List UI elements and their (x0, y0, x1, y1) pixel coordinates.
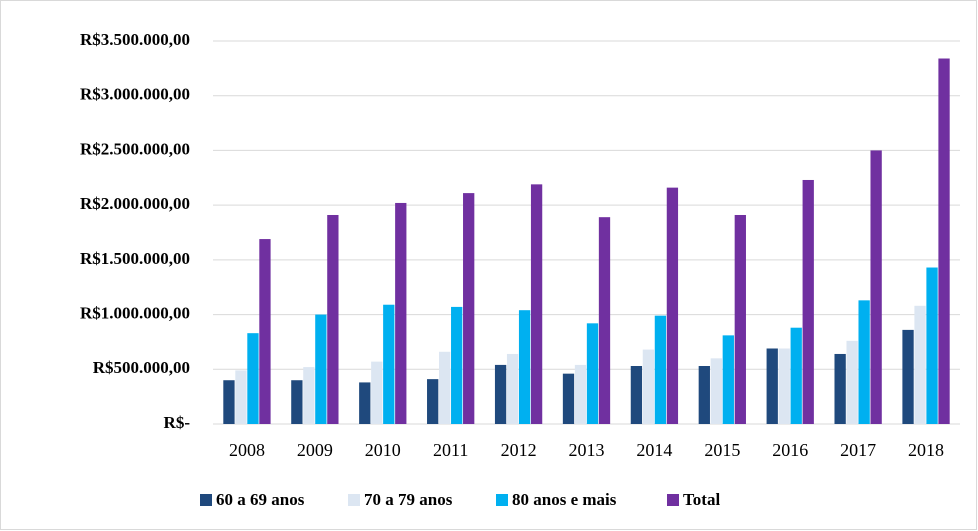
bar (327, 214, 339, 424)
y-tick-label: R$3.500.000,00 (80, 30, 190, 49)
bar (530, 184, 543, 424)
bar (506, 353, 519, 424)
bar (451, 306, 463, 424)
x-tick-label: 2018 (908, 440, 944, 460)
bar (870, 150, 882, 424)
bar (427, 379, 439, 424)
legend-swatch (200, 494, 212, 506)
bar (734, 214, 746, 424)
legend-swatch (496, 494, 508, 506)
legend-label: 60 a 69 anos (216, 490, 305, 509)
bar (698, 366, 710, 424)
bar (463, 193, 475, 424)
bar (247, 333, 259, 424)
bar (371, 361, 383, 424)
bar (778, 348, 790, 424)
x-tick-label: 2014 (636, 440, 672, 460)
x-tick-label: 2008 (229, 440, 265, 460)
x-tick-label: 2013 (569, 440, 605, 460)
bar (359, 382, 371, 424)
bar (562, 373, 575, 424)
bar (439, 351, 451, 424)
bar (630, 366, 643, 424)
x-tick-label: 2011 (433, 440, 468, 460)
bar (223, 380, 235, 424)
bar (494, 364, 507, 424)
bar (598, 217, 611, 424)
y-tick-label: R$- (164, 413, 191, 432)
bar (303, 367, 315, 424)
x-tick-label: 2009 (297, 440, 333, 460)
legend-swatch (667, 494, 679, 506)
y-tick-label: R$2.000.000,00 (80, 194, 190, 213)
y-tick-label: R$1.500.000,00 (80, 249, 190, 268)
x-tick-label: 2016 (772, 440, 808, 460)
bar (902, 329, 914, 424)
bar (518, 310, 531, 424)
bar (834, 353, 846, 424)
x-tick-label: 2015 (704, 440, 740, 460)
bar (722, 335, 734, 424)
bar (926, 267, 938, 424)
bar (574, 364, 587, 424)
bar (938, 58, 950, 424)
bar (395, 202, 407, 424)
bar (383, 304, 395, 424)
bar (846, 340, 858, 424)
bar (259, 239, 271, 424)
x-tick-label: 2012 (501, 440, 537, 460)
legend-label: 70 a 79 anos (364, 490, 453, 509)
bar (586, 323, 599, 424)
legend-label: 80 anos e mais (512, 490, 617, 509)
bar (654, 315, 667, 424)
legend-swatch (348, 494, 360, 506)
bar (666, 187, 679, 424)
x-tick-label: 2010 (365, 440, 401, 460)
bar (914, 305, 926, 424)
bar (291, 380, 303, 424)
bar (642, 349, 655, 424)
y-tick-label: R$3.000.000,00 (80, 85, 190, 104)
y-tick-label: R$2.500.000,00 (80, 139, 190, 158)
y-tick-label: R$1.000.000,00 (80, 303, 190, 322)
bar (235, 370, 247, 424)
bar (710, 358, 722, 424)
bar (766, 348, 778, 424)
y-tick-label: R$500.000,00 (93, 358, 190, 377)
bar (858, 300, 870, 424)
legend-label: Total (683, 490, 720, 509)
bar (802, 179, 814, 424)
bar (790, 327, 802, 424)
bar (315, 314, 327, 424)
x-tick-label: 2017 (840, 440, 876, 460)
